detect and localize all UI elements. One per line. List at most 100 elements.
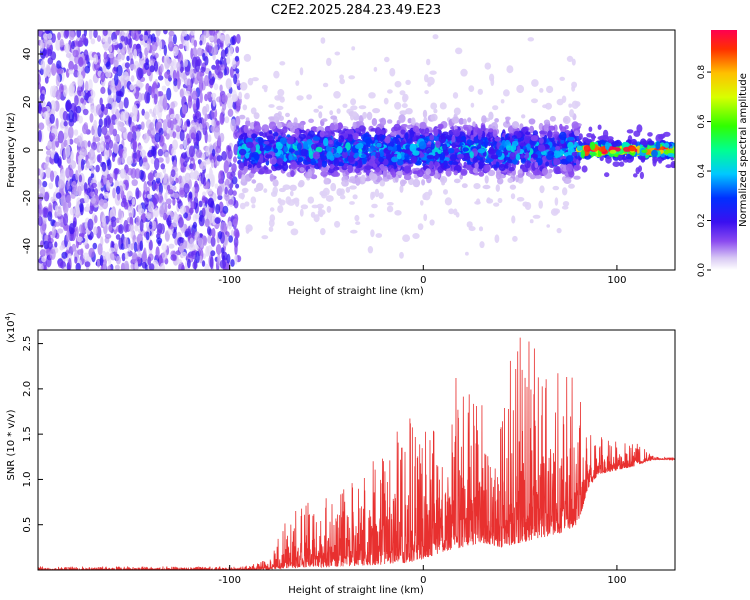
- spectrogram-cell: [553, 158, 561, 166]
- spectrogram-cell: [553, 149, 561, 158]
- spectrogram-cell: [115, 30, 120, 36]
- spectrogram-cell: [123, 237, 129, 250]
- spectrogram-cell: [481, 115, 487, 124]
- spectrogram-cell: [49, 132, 56, 141]
- spectrogram-cell: [155, 121, 162, 129]
- spectrogram-cell: [430, 142, 435, 150]
- spectrogram-cell: [379, 135, 384, 143]
- spectrogram-cell: [149, 221, 153, 230]
- spectrogram-cell: [167, 203, 172, 210]
- spectrogram-cell: [196, 47, 203, 57]
- spectrogram-cell: [216, 120, 220, 126]
- spectrogram-cell: [77, 249, 84, 256]
- spectrogram-cell: [183, 59, 188, 67]
- spectrogram-cell: [244, 201, 250, 207]
- spectrogram-cell: [478, 171, 485, 177]
- spectrogram-cell: [307, 168, 312, 178]
- spectrogram-cell: [77, 185, 82, 197]
- spectrogram-cell: [65, 230, 71, 242]
- spectrogram-cell: [208, 207, 214, 213]
- spectrogram-cell: [44, 234, 49, 240]
- spectrogram-cell: [47, 241, 53, 250]
- spectrogram-cell: [495, 172, 502, 180]
- spectrogram-cell: [82, 37, 89, 46]
- spectrogram-cell: [102, 214, 106, 227]
- spectrogram-cell: [55, 89, 62, 100]
- spectrogram-cell: [333, 159, 340, 167]
- spectrogram-cell: [49, 113, 55, 124]
- spectrogram-cell: [429, 219, 435, 226]
- spectrogram-cell: [207, 113, 211, 120]
- spectrogram-cell: [158, 39, 163, 51]
- spectrogram-cell: [170, 101, 176, 110]
- spectrogram-cell: [660, 146, 664, 151]
- spectrogram-cell: [378, 192, 384, 200]
- spectrogram-cell: [362, 144, 369, 151]
- spectrogram-cell: [57, 31, 61, 41]
- spectrogram-cell: [355, 221, 361, 226]
- spectrogram-cell: [83, 194, 90, 204]
- spectrogram-cell: [54, 221, 61, 227]
- spectrogram-cell: [75, 105, 82, 114]
- spectrogram-cell: [176, 259, 183, 265]
- spectrogram-cell: [42, 48, 47, 57]
- spectrogram-cell: [74, 95, 79, 106]
- spectrogram-cell: [511, 135, 518, 139]
- spectrogram-cell: [38, 184, 41, 192]
- spectrogram-cell: [273, 131, 279, 137]
- spectrogram-cell: [466, 221, 473, 228]
- spectrogram-cell: [140, 93, 146, 101]
- spectrogram-cell: [588, 126, 593, 132]
- spectrogram-cell: [68, 69, 74, 75]
- spectrogram-cell: [226, 92, 232, 99]
- spectrogram-cell: [227, 220, 232, 230]
- spectrogram-cell: [311, 204, 319, 209]
- spectrogram-cell: [153, 207, 159, 218]
- spectrogram-cell: [129, 216, 134, 227]
- spectrogram-cell: [341, 181, 346, 185]
- spectrogram-cell: [139, 34, 144, 41]
- spectrogram-cell: [151, 146, 157, 157]
- spectrogram-cell: [443, 189, 448, 195]
- spectrogram-cell: [333, 172, 341, 177]
- spectrogram-cell: [487, 141, 492, 147]
- spectrogram-cell: [146, 43, 150, 52]
- spectrogram-cell: [404, 132, 409, 140]
- spectrogram-cell: [368, 92, 376, 99]
- spectrogram-cell: [520, 136, 524, 141]
- spectrogram-cell: [84, 80, 89, 93]
- spectrogram-cell: [323, 130, 332, 139]
- spectrogram-cell: [516, 197, 525, 202]
- spectrogram-cell: [42, 180, 48, 188]
- spectrogram-cell: [56, 68, 64, 75]
- spectrogram-cell: [303, 141, 309, 150]
- spectrogram-cell: [379, 180, 386, 187]
- spectrogram-cell: [283, 146, 288, 153]
- spectrogram-cell: [263, 188, 268, 193]
- spectrogram-cell: [77, 74, 84, 86]
- spectrogram-cell: [71, 180, 77, 193]
- spectrogram-cell: [287, 220, 295, 227]
- spectrogram-cell: [218, 185, 223, 197]
- spectrogram-cell: [80, 158, 85, 171]
- spectrogram-cell: [410, 117, 416, 126]
- spectrogram-cell: [604, 141, 610, 150]
- spectrogram-cell: [494, 234, 500, 243]
- spectrogram-cell: [505, 116, 511, 121]
- spectrogram-cell: [399, 184, 404, 193]
- spectrogram-cell: [159, 63, 164, 73]
- spectrogram-cell: [269, 173, 274, 182]
- spectrogram-cell: [581, 165, 588, 173]
- spectrogram-cell: [333, 91, 341, 99]
- spectrogram-cell: [111, 219, 117, 228]
- spectrogram-cell: [170, 120, 174, 131]
- spectrogram-cell: [276, 157, 284, 165]
- spectrogram-cell: [300, 148, 308, 157]
- spectrogram-cell: [135, 187, 140, 200]
- spectrogram-cell: [233, 73, 238, 85]
- spectrogram-cell: [543, 123, 549, 132]
- spectrogram-cell: [187, 78, 191, 91]
- spectrogram-cell: [120, 49, 126, 61]
- spectrogram-cell: [329, 122, 335, 131]
- spectrogram-cell: [367, 246, 374, 254]
